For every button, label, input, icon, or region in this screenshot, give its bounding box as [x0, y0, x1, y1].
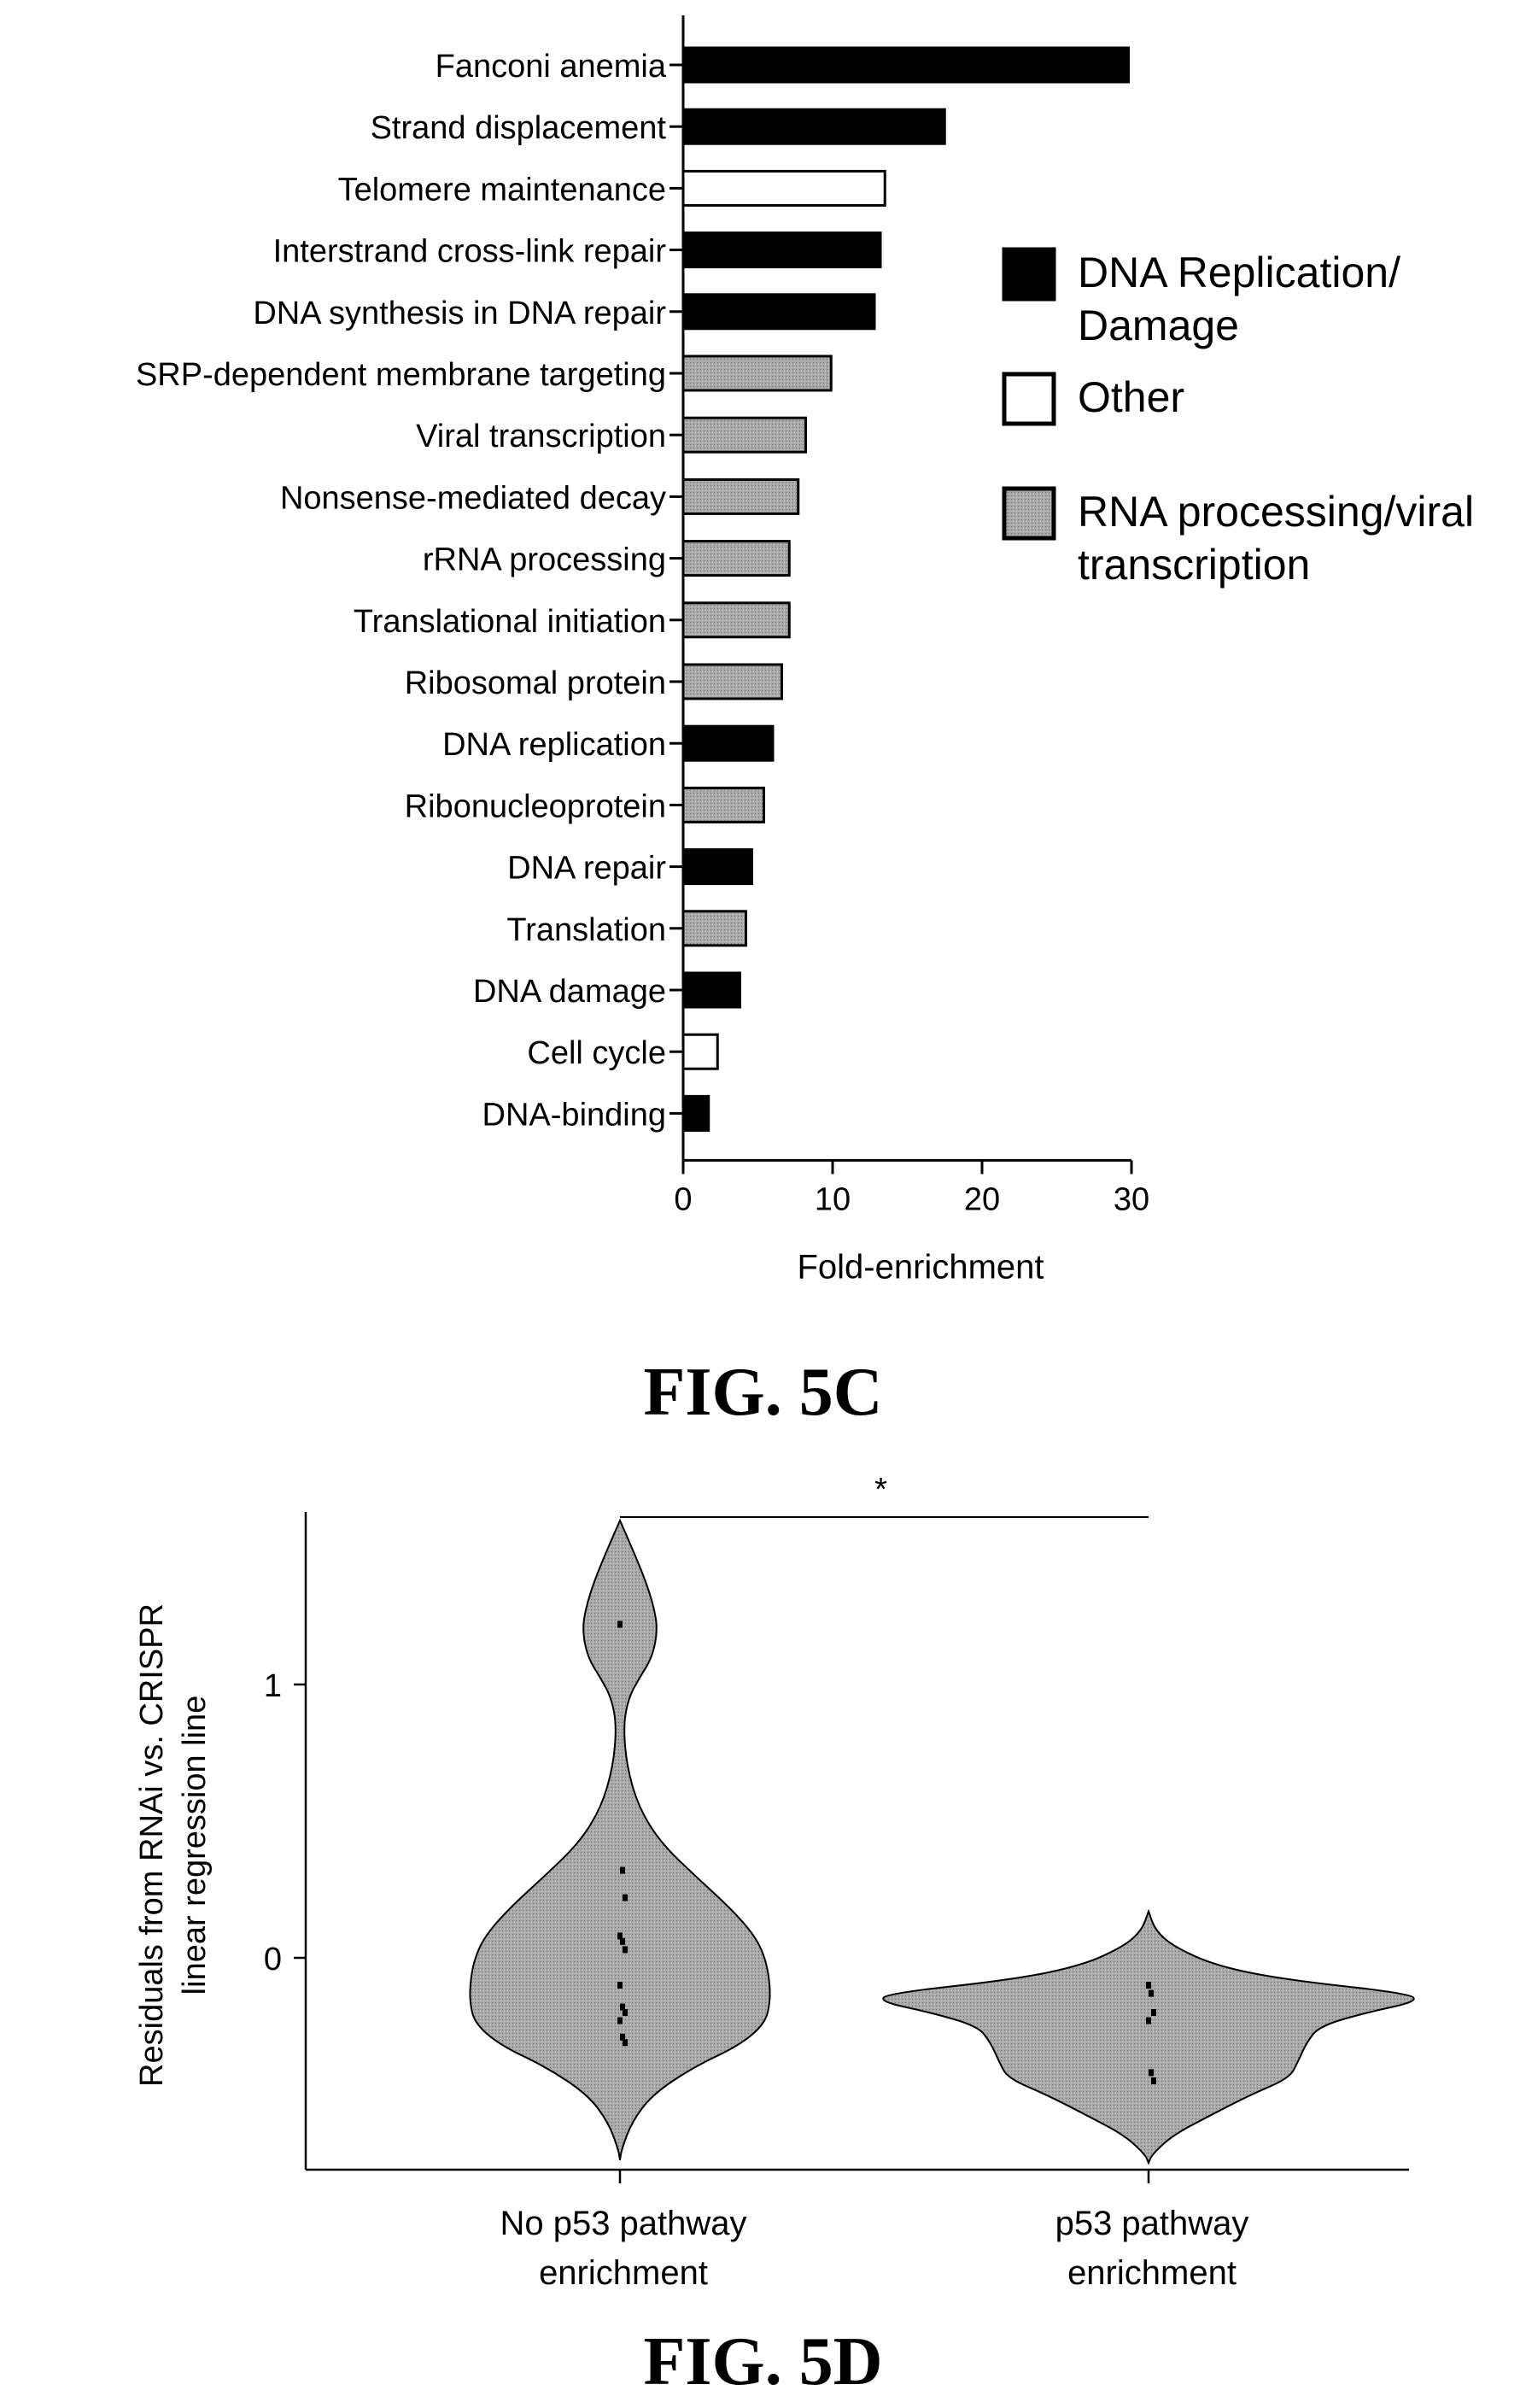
- category-label: Fanconi anemia: [436, 49, 667, 85]
- category-label: Cell cycle: [527, 1035, 666, 1071]
- legend-label: RNA processing/viral: [1078, 488, 1474, 536]
- bar-dna: [681, 108, 946, 145]
- significance-star: *: [874, 1472, 887, 1508]
- legend-label: Other: [1078, 373, 1184, 421]
- x-tick-label: 30: [1114, 1181, 1149, 1217]
- bar-rna: [681, 663, 783, 700]
- category-label: DNA repair: [507, 851, 666, 887]
- category-label: Nonsense-mediated decay: [280, 480, 666, 516]
- data-point: [1149, 2069, 1154, 2077]
- legend-label: transcription: [1078, 541, 1310, 589]
- bar-dna: [681, 46, 1130, 84]
- data-point: [620, 2033, 625, 2041]
- bar-dna: [681, 231, 882, 269]
- violin-shape: [469, 1518, 771, 2160]
- category-label: SRP-dependent membrane targeting: [136, 357, 666, 393]
- data-point: [617, 2017, 623, 2024]
- category-label: Translational initiation: [354, 604, 666, 640]
- category-label: Strand displacement: [371, 110, 667, 146]
- figure-5c: Fanconi anemia Strand displacement Telomer…: [136, 15, 1474, 1286]
- data-point: [1151, 2009, 1156, 2016]
- residuals-violin-plot: 0 1 Residuals from RNAi vs. CRISPR linear r…: [134, 1472, 1415, 2292]
- data-point: [623, 2009, 628, 2016]
- data-point: [623, 1946, 628, 1954]
- bar-dna: [681, 293, 876, 331]
- group-label: p53 pathway: [1055, 2205, 1249, 2242]
- y-tick-label: 1: [264, 1668, 282, 1704]
- bar-rna: [681, 354, 833, 392]
- data-point: [617, 1932, 623, 1940]
- data-point: [623, 2039, 628, 2047]
- data-point: [620, 1866, 625, 1874]
- bar-rna: [681, 786, 765, 823]
- violin-shape: [882, 1908, 1415, 2165]
- data-point: [1149, 1989, 1154, 1997]
- category-label: DNA damage: [473, 974, 666, 1010]
- group-label: No p53 pathway: [500, 2205, 746, 2242]
- group-label: enrichment: [1067, 2254, 1237, 2292]
- figure-5d: 0 1 Residuals from RNAi vs. CRISPR linear r…: [0, 1452, 1526, 2408]
- category-label: Interstrand cross-link repair: [273, 234, 667, 270]
- category-label: DNA replication: [442, 727, 666, 763]
- y-axis-title-line1: Residuals from RNAi vs. CRISPR: [134, 1603, 170, 2087]
- legend-swatch-rna: [1002, 486, 1056, 541]
- figure-5c-caption: FIG. 5C: [643, 1355, 883, 1430]
- legend-swatch-dna: [1002, 247, 1056, 302]
- data-point: [1146, 2017, 1151, 2024]
- bar-other: [681, 169, 886, 207]
- bar-dna: [681, 971, 741, 1009]
- x-tick-label: 10: [815, 1181, 851, 1217]
- data-point: [1151, 2077, 1156, 2084]
- data-point: [623, 1894, 628, 1901]
- x-tick-label: 0: [674, 1181, 692, 1217]
- category-label: rRNA processing: [423, 542, 666, 578]
- data-point: [620, 2003, 625, 2011]
- bar-dna: [681, 1094, 710, 1132]
- bar-rna: [681, 416, 807, 454]
- bar-rna: [681, 601, 791, 639]
- data-point: [620, 1937, 625, 1945]
- legend-label: DNA Replication/: [1078, 249, 1400, 296]
- bar-other: [681, 1033, 719, 1070]
- category-label: Viral transcription: [416, 419, 666, 454]
- bar-dna: [681, 848, 753, 886]
- category-label: DNA-binding: [482, 1097, 666, 1133]
- category-label: Translation: [506, 912, 666, 948]
- y-tick-label: 0: [264, 1942, 282, 1977]
- figure-5d-caption: FIG. 5D: [643, 2324, 883, 2399]
- bar-rna: [681, 910, 747, 947]
- category-label: Telomere maintenance: [338, 172, 666, 208]
- x-axis-title: Fold-enrichment: [797, 1248, 1044, 1286]
- x-tick-label: 20: [964, 1181, 1000, 1217]
- data-point: [617, 1620, 623, 1628]
- data-point: [1146, 1982, 1151, 1989]
- fold-enrichment-bar-chart: Fanconi anemia Strand displacement Telomer…: [136, 15, 1474, 1286]
- bar-dna: [681, 724, 775, 762]
- category-label: Ribonucleoprotein: [405, 788, 666, 824]
- legend-swatch-other: [1002, 372, 1056, 426]
- category-label: Ribosomal protein: [405, 665, 666, 701]
- legend-label: Damage: [1078, 302, 1239, 349]
- y-axis-title-line2: linear regression line: [177, 1696, 213, 1995]
- group-label: enrichment: [539, 2254, 708, 2292]
- bar-rna: [681, 540, 791, 577]
- category-label: DNA synthesis in DNA repair: [253, 296, 666, 331]
- bar-rna: [681, 477, 800, 515]
- data-point: [617, 1982, 623, 1989]
